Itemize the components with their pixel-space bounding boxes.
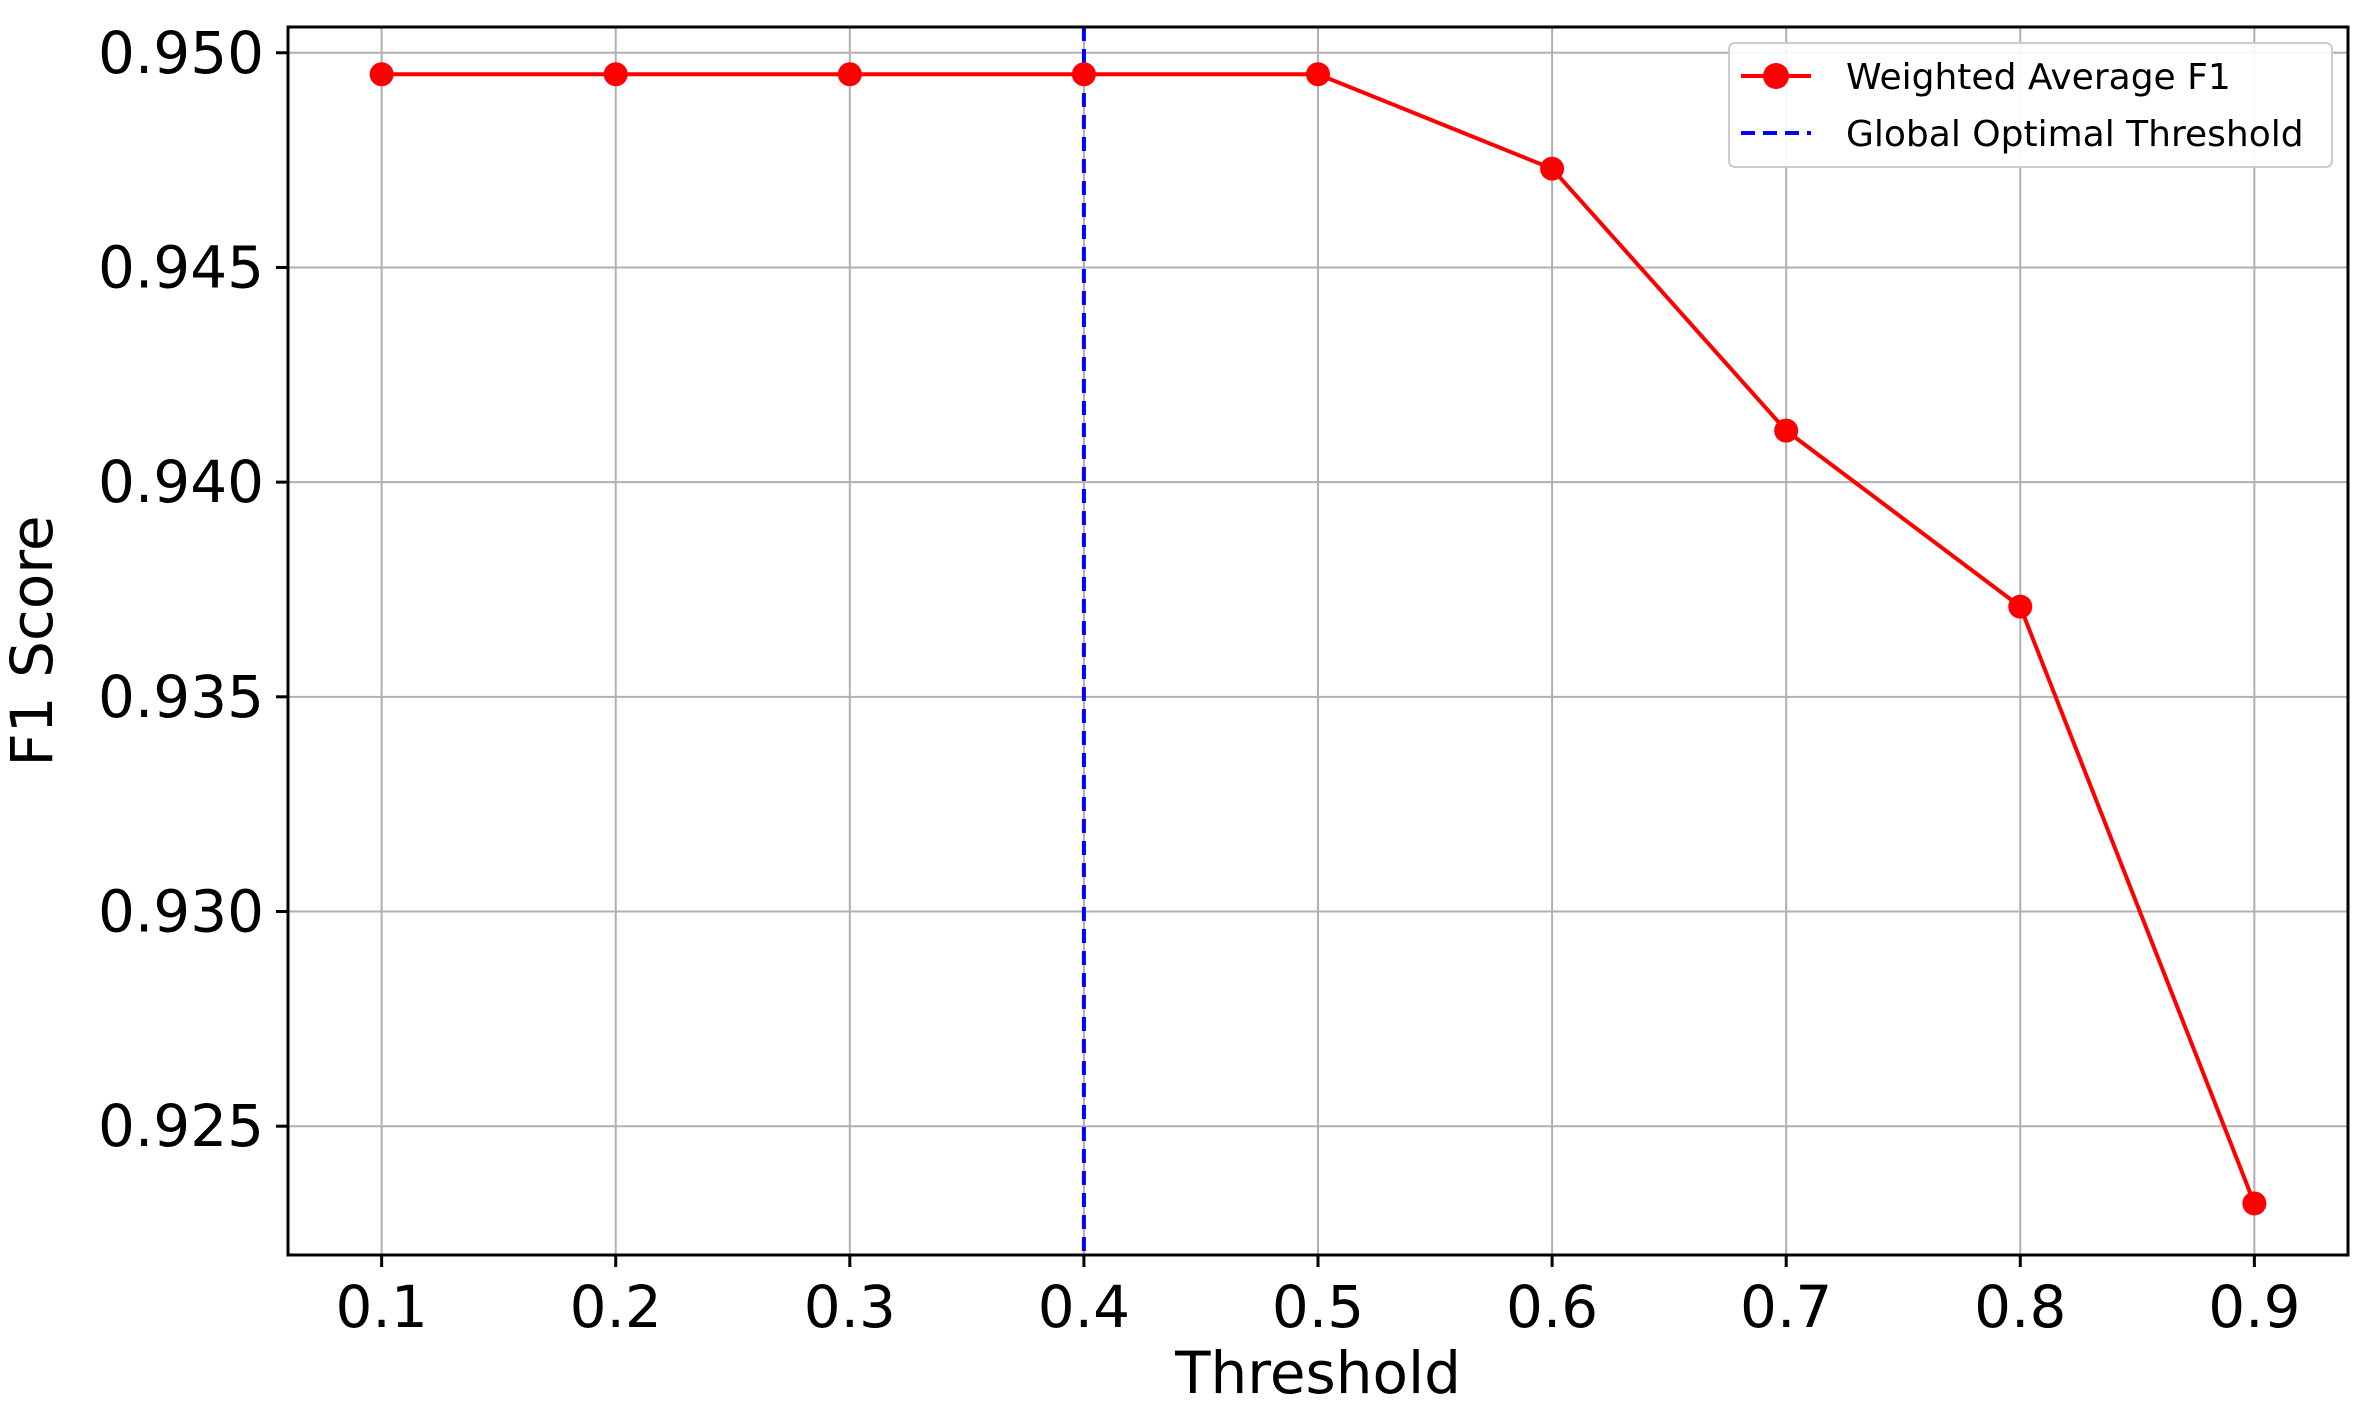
y-tick-label: 0.925 [98, 1092, 264, 1160]
y-tick-label: 0.950 [98, 19, 264, 87]
y-axis-label: F1 Score [0, 515, 66, 766]
legend-box [1728, 42, 2333, 168]
series [369, 62, 2267, 1216]
data-point [2008, 594, 2033, 619]
x-tick-label: 0.3 [804, 1273, 896, 1341]
data-point [2242, 1191, 2267, 1216]
grid [288, 27, 2348, 1255]
data-point [603, 62, 628, 87]
x-tick-label: 0.1 [336, 1273, 428, 1341]
x-tick-label: 0.5 [1272, 1273, 1364, 1341]
y-tick-label: 0.935 [98, 663, 264, 731]
x-tick-label: 0.4 [1038, 1273, 1130, 1341]
y-tick-label: 0.940 [98, 448, 264, 516]
x-tick-label: 0.6 [1506, 1273, 1598, 1341]
data-point [1774, 418, 1799, 443]
x-tick-label: 0.2 [570, 1273, 662, 1341]
y-tick-label: 0.930 [98, 878, 264, 946]
data-point [1071, 62, 1096, 87]
y-tick-label: 0.945 [98, 233, 264, 301]
data-point [837, 62, 862, 87]
x-tick-label: 0.7 [1740, 1273, 1832, 1341]
ticks: 0.1 0.2 0.3 0.4 0.5 0.6 0.7 0.8 0.9 0.925 0.930 0.9… [98, 19, 2301, 1341]
legend-series-label: Weighted Average F1 [1846, 57, 2231, 98]
legend-series-marker [1763, 63, 1789, 89]
legend-reference-label: Global Optimal Threshold [1846, 114, 2304, 155]
data-point [369, 62, 394, 87]
legend: Weighted Average F1 Global Optimal Thres… [1728, 42, 2333, 168]
x-tick-label: 0.8 [1974, 1273, 2066, 1341]
x-axis-label: Threshold [1174, 1339, 1461, 1407]
x-tick-label: 0.9 [2208, 1273, 2300, 1341]
data-point [1306, 62, 1330, 87]
data-point [1540, 156, 1565, 181]
